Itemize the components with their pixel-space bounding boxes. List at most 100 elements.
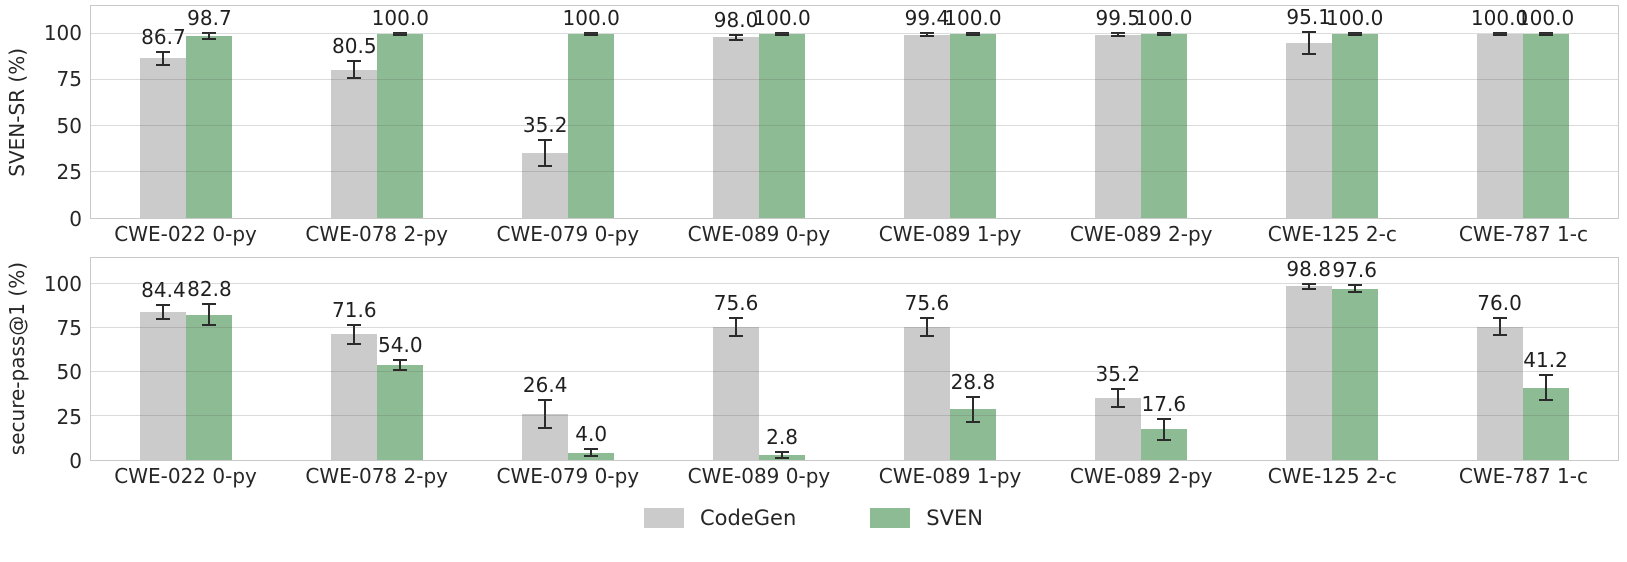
bar-sven: 82.8 [186,279,233,460]
error-bar [1307,283,1310,290]
bar-value-label: 82.8 [187,277,232,302]
error-bar [1162,418,1165,440]
bar-sven: 28.8 [949,372,996,460]
bar-value-label: 98.0 [713,7,759,32]
error-bar-cap [729,317,744,320]
y-tick-label: 50 [56,360,82,385]
x-tick-label: CWE-022 0-py [114,222,257,246]
bar-value-label: 97.6 [1332,258,1377,283]
bar-value-label: 100.0 [1516,5,1575,30]
bar-value-label: 100.0 [1135,5,1193,30]
error-bar [1307,31,1310,54]
bar-value-label: 28.8 [950,370,996,395]
bar-group: 35.2 100.0 [473,6,664,218]
bar-codegen: 86.7 [140,26,187,218]
x-tick-label: CWE-089 0-py [687,222,831,246]
error-bar-cap [1347,31,1362,34]
bar-codegen: 95.1 [1285,6,1332,218]
error-bar-cap [729,39,744,42]
y-tick-label: 75 [56,315,82,340]
y-tick-label: 50 [56,113,82,138]
bar-sven: 100.0 [1517,7,1574,218]
error-bar-cap [538,139,553,142]
error-bar-cap [1301,52,1316,55]
error-bar-cap [1538,31,1553,34]
bar-value-label: 100.0 [944,5,1002,30]
error-bar-cap [393,31,408,34]
error-bar [590,449,593,457]
bar-value-label: 99.5 [1095,6,1141,31]
error-bar-cap [538,426,553,429]
error-bar [735,34,738,41]
error-bar-cap [1347,284,1362,287]
bar-value-label: 99.4 [904,6,950,31]
y-axis-label-column: secure-pass@1 (%) [0,257,34,461]
error-bar-cap [584,31,599,34]
bar-sven: 98.7 [186,8,233,218]
bar-value-label: 35.2 [1095,362,1141,387]
bar-group: 98.0 100.0 [664,6,855,218]
x-tick-label: CWE-078 2-py [305,464,448,488]
legend-item-codegen: CodeGen [644,506,796,530]
bar-codegen: 98.0 [713,9,760,218]
bar-codegen: 80.5 [331,36,378,218]
error-bar-cap [919,32,934,35]
error-bar [971,397,974,422]
bar-sven: 4.0 [568,424,615,460]
error-bar-cap [347,76,362,79]
bar-group: 71.6 54.0 [282,258,473,460]
bar-codegen: 99.4 [903,8,950,218]
bar-value-label: 75.6 [713,291,759,316]
y-axis-label-column: SVEN-SR (%) [0,5,34,219]
error-bar [1544,375,1547,400]
error-bar [781,452,784,458]
error-bar-cap [538,398,553,401]
error-bar-cap [729,33,744,36]
bar-sven: 54.0 [377,334,424,460]
bar-codegen: 99.5 [1094,8,1141,218]
bar-group: 95.1 100.0 [1236,6,1427,218]
bar-group: 80.5 100.0 [282,6,473,218]
error-bar-cap [1156,438,1171,441]
bar-group: 76.0 41.2 [1427,258,1618,460]
bar-sven: 97.6 [1331,260,1378,460]
error-bar-cap [1492,316,1507,319]
y-axis-ticks: 0 25 50 75 100 [34,257,90,471]
x-tick-label: CWE-079 0-py [496,222,640,246]
x-tick-label: CWE-089 1-py [878,464,1022,488]
error-bar-cap [584,448,599,451]
bar-codegen: 76.0 [1476,292,1523,460]
error-bar [925,33,928,37]
x-axis-ticks-sven-sr: CWE-022 0-py CWE-078 2-py CWE-079 0-py CWE-… [90,219,1619,249]
error-bar-cap [347,323,362,326]
error-bar-cap [393,33,408,36]
bar-value-label: 84.4 [141,277,186,302]
bar-sven: 100.0 [1326,7,1383,218]
y-tick-label: 100 [43,271,82,296]
y-axis-ticks: 0 25 50 75 100 [34,5,90,229]
chart-sven-sr: SVEN-SR (%) 0 25 50 75 100 86.7 98.7 80.5 100.0… [0,0,1627,229]
error-bar [208,304,211,326]
error-bar-cap [1301,288,1316,291]
y-tick-label: 25 [56,404,82,429]
bar-groups: 84.4 82.8 71.6 54.0 26.4 4.0 75.6 2.8 75.6 28.8 35… [91,258,1618,460]
error-bar-cap [156,317,171,320]
bar-value-label: 2.8 [766,425,798,450]
error-bar-cap [1156,417,1171,420]
legend-swatch-codegen [644,508,685,528]
error-bar-cap [965,420,980,423]
error-bar-cap [202,303,217,306]
bar-codegen: 75.6 [713,293,760,460]
error-bar-cap [538,165,553,168]
bar-group: 75.6 28.8 [855,258,1046,460]
bar-sven: 100.0 [753,7,811,218]
bar-group: 86.7 98.7 [91,6,282,218]
bar-groups: 86.7 98.7 80.5 100.0 35.2 100.0 98.0 100.0 99.4 1… [91,6,1618,218]
error-bar-cap [156,303,171,306]
x-tick-label: CWE-022 0-py [114,464,257,488]
legend-item-sven: SVEN [870,506,983,530]
bar-group: 100.0 100.0 [1427,6,1618,218]
bar-value-label: 100.0 [371,5,429,30]
error-bar [162,304,165,319]
